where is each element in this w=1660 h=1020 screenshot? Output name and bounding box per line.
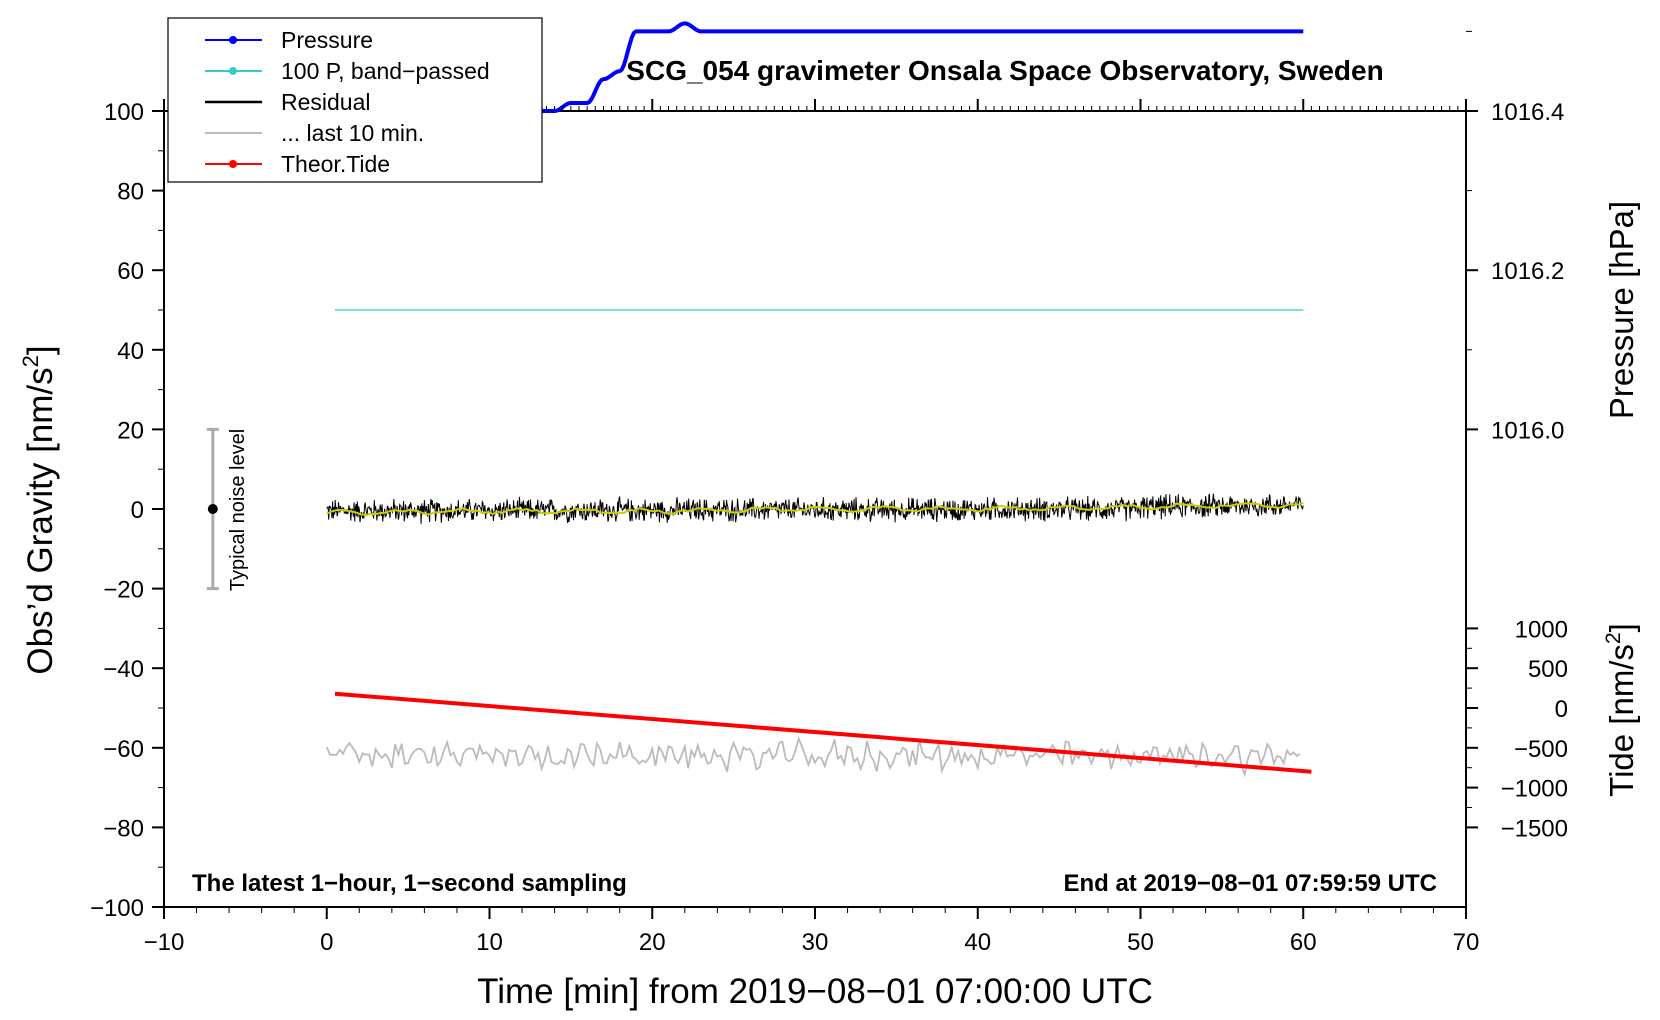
x-tick-label: 50 — [1127, 929, 1154, 956]
legend-marker — [229, 67, 237, 75]
legend-label: ... last 10 min. — [281, 120, 424, 146]
series-residual-line — [326, 493, 1304, 524]
legend-label: Pressure — [281, 27, 373, 53]
pressure-tick-label: 1016.0 — [1491, 417, 1564, 444]
annotation-bottom-left: The latest 1−hour, 1−second sampling — [192, 870, 627, 897]
y-tick-label: 80 — [117, 179, 144, 206]
y-axis-label: Obs’d Gravity [nm/s2] — [18, 345, 60, 674]
tide-tick-label: 1000 — [1515, 616, 1568, 643]
x-tick-label: 20 — [639, 929, 666, 956]
series-last10min-line — [325, 735, 1301, 778]
tide-axis-label-end: ] — [1603, 623, 1640, 632]
pressure-tick-label: 1016.2 — [1491, 258, 1564, 285]
tide-axis-label-main: Tide [nm/s — [1603, 644, 1640, 797]
tide-tick-label: 0 — [1555, 696, 1568, 723]
tide-tick-label: −500 — [1514, 736, 1568, 763]
tide-tick-label: −1000 — [1501, 776, 1568, 803]
x-tick-label: 70 — [1453, 929, 1480, 956]
noise-level-label: Typical noise level — [227, 429, 249, 591]
legend: Pressure 100 P, band−passed Residual ... la… — [167, 17, 543, 183]
y-tick-label: 100 — [104, 99, 144, 126]
tide-tick-label: −1500 — [1501, 815, 1568, 842]
noise-level-indicator — [206, 427, 219, 591]
y-tick-label: −100 — [90, 895, 144, 922]
tide-axis-ticks: −1500 −1000 −500 0 500 1000 — [1466, 616, 1568, 842]
y-axis-label-sup: 2 — [18, 355, 43, 367]
chart-title: SCG_054 gravimeter Onsala Space Observat… — [626, 55, 1383, 86]
x-tick-label: 30 — [802, 929, 829, 956]
y-tick-label: −20 — [103, 577, 144, 604]
y-tick-label: −60 — [103, 736, 144, 763]
legend-entries: Pressure 100 P, band−passed Residual ... la… — [205, 27, 490, 177]
y-axis-label-end: ] — [21, 345, 60, 355]
y-tick-label: 0 — [131, 497, 144, 524]
x-axis-label: Time [min] from 2019−08−01 07:00:00 UTC — [477, 972, 1153, 1011]
x-tick-label: 0 — [320, 929, 333, 956]
y-tick-label: 60 — [117, 258, 144, 285]
x-tick-label: 60 — [1290, 929, 1317, 956]
tide-axis-label: Tide [nm/s2] — [1602, 623, 1640, 797]
legend-marker — [229, 160, 237, 168]
y-tick-label: 40 — [117, 338, 144, 365]
legend-label: Residual — [281, 89, 371, 115]
x-axis-ticks: −10 0 10 20 30 40 50 60 70 — [144, 99, 1480, 956]
annotation-bottom-right: End at 2019−08−01 07:59:59 UTC — [1063, 870, 1437, 897]
pressure-axis-label: Pressure [hPa] — [1603, 201, 1640, 419]
series-residual-smoothed-line — [326, 501, 1304, 517]
series-tide-line — [334, 691, 1312, 774]
tide-axis-label-sup: 2 — [1602, 632, 1625, 644]
x-tick-label: 10 — [476, 929, 503, 956]
y-tick-label: 20 — [117, 417, 144, 444]
pressure-tick-label: 1016.4 — [1491, 99, 1564, 126]
legend-box — [167, 17, 543, 183]
x-tick-label: −10 — [144, 929, 185, 956]
y-tick-label: −80 — [103, 815, 144, 842]
legend-label: Theor.Tide — [281, 151, 390, 177]
noise-bar-dot — [207, 504, 218, 514]
legend-marker — [229, 36, 237, 44]
legend-label: 100 P, band−passed — [281, 58, 490, 84]
y-tick-label: −40 — [103, 656, 144, 683]
tide-tick-label: 500 — [1528, 656, 1568, 683]
y-axis-label-main: Obs’d Gravity [nm/s — [21, 367, 60, 674]
x-tick-label: 40 — [964, 929, 991, 956]
y-axis-ticks: −100 −80 −60 −40 −20 0 20 40 60 80 100 — [90, 99, 164, 922]
